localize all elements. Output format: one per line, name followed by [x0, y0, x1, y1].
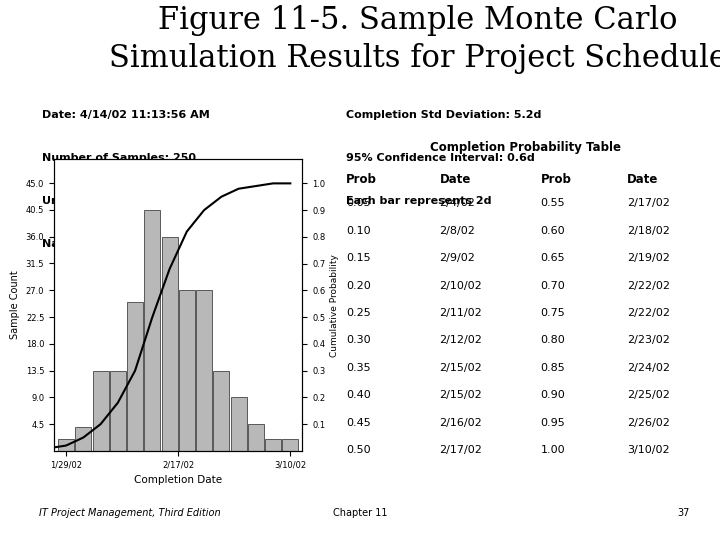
Text: 0.15: 0.15 [346, 253, 371, 263]
Text: 0.25: 0.25 [346, 308, 371, 318]
Y-axis label: Cumulative Probability: Cumulative Probability [330, 254, 338, 356]
Bar [248, 424, 264, 451]
Text: Date: Date [439, 173, 471, 186]
Text: 0.65: 0.65 [541, 253, 565, 263]
Bar [213, 370, 229, 451]
Text: 2/8/02: 2/8/02 [439, 226, 475, 235]
Y-axis label: Sample Count: Sample Count [10, 271, 20, 340]
Text: 0.20: 0.20 [346, 281, 371, 291]
Text: Each bar represents 2d: Each bar represents 2d [346, 196, 492, 206]
Text: 2/16/02: 2/16/02 [439, 418, 482, 428]
Text: 0.50: 0.50 [346, 445, 371, 455]
Bar [196, 290, 212, 451]
Text: 0.35: 0.35 [346, 363, 371, 373]
Bar [230, 397, 246, 451]
Text: IT Project Management, Third Edition: IT Project Management, Third Edition [39, 508, 220, 518]
Text: COURSE
TECHNOLOGY: COURSE TECHNOLOGY [28, 14, 87, 34]
Text: 0.40: 0.40 [346, 390, 371, 400]
Text: 95% Confidence Interval: 0.6d: 95% Confidence Interval: 0.6d [346, 153, 535, 163]
Text: Date: 4/14/02 11:13:56 AM: Date: 4/14/02 11:13:56 AM [42, 110, 210, 120]
Text: 0.90: 0.90 [541, 390, 565, 400]
Text: 0.60: 0.60 [541, 226, 565, 235]
Bar [110, 370, 126, 451]
Text: 2/9/02: 2/9/02 [439, 253, 475, 263]
Text: 2/10/02: 2/10/02 [439, 281, 482, 291]
Text: Number of Samples: 250: Number of Samples: 250 [42, 153, 196, 163]
Text: Completion Probability Table: Completion Probability Table [430, 141, 621, 154]
Text: 2/15/02: 2/15/02 [439, 363, 482, 373]
Text: 2/19/02: 2/19/02 [626, 253, 670, 263]
Text: 2/22/02: 2/22/02 [626, 281, 670, 291]
Text: 2/26/02: 2/26/02 [626, 418, 670, 428]
Text: 2/12/02: 2/12/02 [439, 335, 482, 346]
Text: 0.45: 0.45 [346, 418, 371, 428]
Text: 0.70: 0.70 [541, 281, 565, 291]
Bar [93, 370, 109, 451]
Text: 37: 37 [678, 508, 690, 518]
Text: 2/23/02: 2/23/02 [626, 335, 670, 346]
Text: 0.05: 0.05 [346, 198, 371, 208]
Text: 2/24/02: 2/24/02 [626, 363, 670, 373]
Text: 2/25/02: 2/25/02 [626, 390, 670, 400]
Text: 0.95: 0.95 [541, 418, 565, 428]
Bar [179, 290, 194, 451]
Text: 2/17/02: 2/17/02 [626, 198, 670, 208]
Text: 2/11/02: 2/11/02 [439, 308, 482, 318]
Text: Prob: Prob [346, 173, 377, 186]
Bar [58, 439, 74, 451]
Bar [161, 237, 178, 451]
Text: 2/15/02: 2/15/02 [439, 390, 482, 400]
Text: 0.30: 0.30 [346, 335, 371, 346]
Bar [282, 439, 298, 451]
Text: 1.00: 1.00 [541, 445, 565, 455]
Text: 3/10/02: 3/10/02 [626, 445, 670, 455]
Text: Chapter 11: Chapter 11 [333, 508, 387, 518]
Text: Completion Std Deviation: 5.2d: Completion Std Deviation: 5.2d [346, 110, 541, 120]
Text: Date: Date [626, 173, 658, 186]
Text: 2/17/02: 2/17/02 [439, 445, 482, 455]
Text: Name: Widget: Name: Widget [42, 239, 130, 249]
Text: Prob: Prob [541, 173, 572, 186]
Text: 0.85: 0.85 [541, 363, 565, 373]
Text: 2/4/02: 2/4/02 [439, 198, 475, 208]
Text: THOMSON LEARNING: THOMSON LEARNING [29, 62, 86, 66]
Text: 0.80: 0.80 [541, 335, 565, 346]
Bar [127, 302, 143, 451]
Text: Unique ID: 1: Unique ID: 1 [42, 196, 120, 206]
Bar [145, 210, 161, 451]
Text: 2/18/02: 2/18/02 [626, 226, 670, 235]
X-axis label: Completion Date: Completion Date [134, 475, 222, 485]
Text: 0.10: 0.10 [346, 226, 371, 235]
Text: 2/22/02: 2/22/02 [626, 308, 670, 318]
Text: Figure 11-5. Sample Monte Carlo
Simulation Results for Project Schedule: Figure 11-5. Sample Monte Carlo Simulati… [109, 4, 720, 74]
Bar [76, 427, 91, 451]
Bar [265, 439, 281, 451]
Text: 0.55: 0.55 [541, 198, 565, 208]
Text: 0.75: 0.75 [541, 308, 565, 318]
